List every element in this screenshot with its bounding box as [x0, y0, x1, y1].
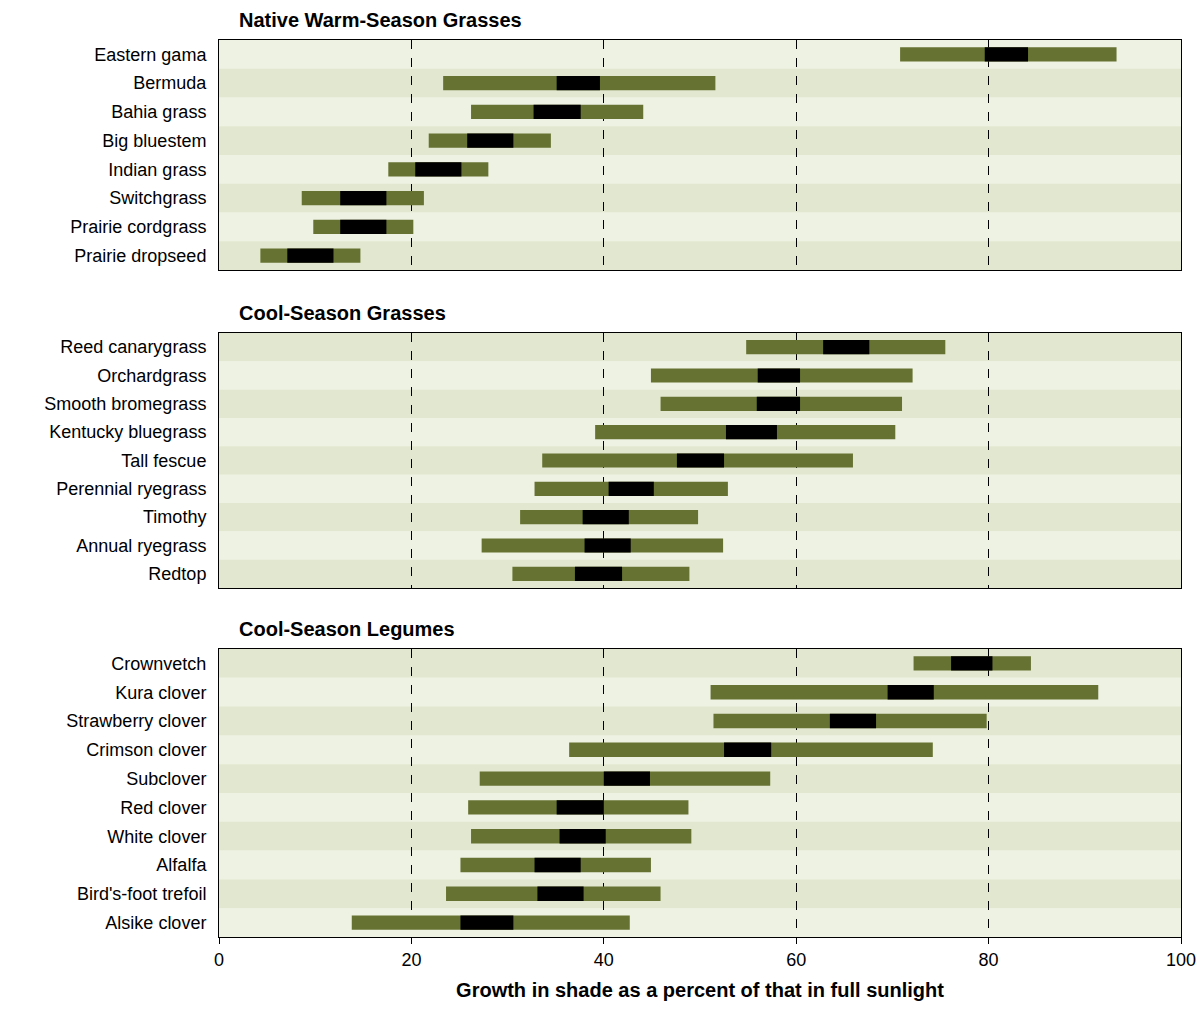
- svg-text:Kura clover: Kura clover: [115, 683, 206, 703]
- svg-text:60: 60: [786, 950, 806, 970]
- svg-text:Crimson clover: Crimson clover: [86, 740, 206, 760]
- svg-text:Crownvetch: Crownvetch: [111, 654, 206, 674]
- svg-text:White clover: White clover: [107, 827, 206, 847]
- svg-text:Cool-Season Grasses: Cool-Season Grasses: [239, 302, 446, 324]
- svg-text:Bermuda: Bermuda: [133, 73, 207, 93]
- svg-text:Alsike clover: Alsike clover: [105, 913, 206, 933]
- svg-text:Big bluestem: Big bluestem: [102, 131, 206, 151]
- svg-text:Smooth bromegrass: Smooth bromegrass: [44, 394, 206, 414]
- svg-text:Orchardgrass: Orchardgrass: [97, 366, 206, 386]
- svg-text:Cool-Season Legumes: Cool-Season Legumes: [239, 618, 455, 640]
- svg-text:0: 0: [214, 950, 224, 970]
- svg-text:Growth in shade as a percent o: Growth in shade as a percent of that in …: [456, 979, 944, 1001]
- svg-text:40: 40: [594, 950, 614, 970]
- svg-text:Subclover: Subclover: [126, 769, 206, 789]
- svg-text:Switchgrass: Switchgrass: [109, 188, 206, 208]
- svg-text:Tall fescue: Tall fescue: [121, 451, 206, 471]
- svg-text:Annual ryegrass: Annual ryegrass: [76, 536, 206, 556]
- svg-text:20: 20: [401, 950, 421, 970]
- svg-text:Strawberry clover: Strawberry clover: [66, 711, 206, 731]
- svg-text:100: 100: [1166, 950, 1196, 970]
- svg-text:Alfalfa: Alfalfa: [156, 855, 207, 875]
- svg-text:Redtop: Redtop: [148, 564, 206, 584]
- svg-text:Bird's-foot trefoil: Bird's-foot trefoil: [77, 884, 206, 904]
- svg-text:Native Warm-Season Grasses: Native Warm-Season Grasses: [239, 9, 522, 31]
- svg-text:Red clover: Red clover: [120, 798, 206, 818]
- svg-text:Reed canarygrass: Reed canarygrass: [60, 337, 206, 357]
- svg-text:80: 80: [979, 950, 999, 970]
- svg-text:Kentucky bluegrass: Kentucky bluegrass: [49, 422, 206, 442]
- svg-text:Prairie cordgrass: Prairie cordgrass: [70, 217, 206, 237]
- svg-text:Bahia grass: Bahia grass: [111, 102, 206, 122]
- svg-text:Timothy: Timothy: [143, 507, 206, 527]
- svg-text:Indian grass: Indian grass: [108, 160, 206, 180]
- svg-text:Perennial ryegrass: Perennial ryegrass: [56, 479, 206, 499]
- svg-text:Prairie dropseed: Prairie dropseed: [74, 246, 206, 266]
- svg-text:Eastern gama: Eastern gama: [94, 45, 207, 65]
